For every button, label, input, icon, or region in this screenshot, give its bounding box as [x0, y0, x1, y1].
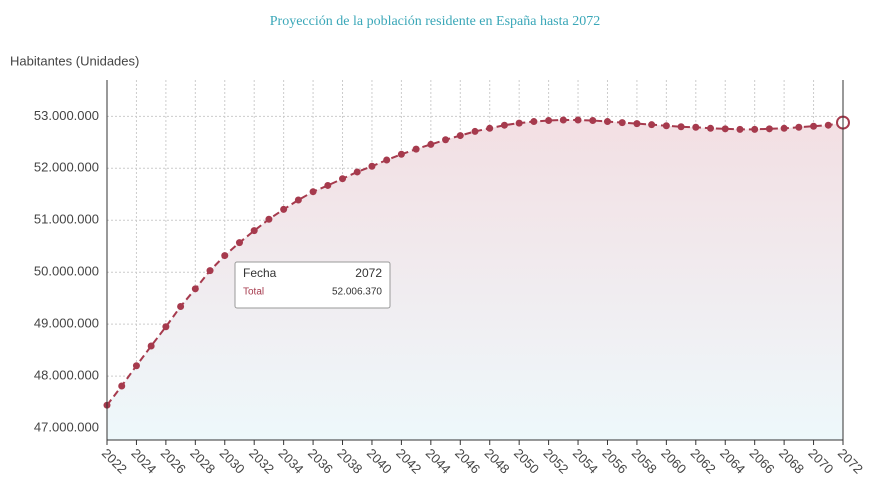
- point: [736, 125, 744, 133]
- point: [618, 119, 626, 127]
- point: [339, 175, 347, 183]
- point: [221, 252, 229, 260]
- x-tick-label: 2032: [246, 446, 277, 477]
- point: [309, 188, 317, 196]
- point: [177, 302, 185, 310]
- x-tick-label: 2046: [452, 446, 483, 477]
- point: [132, 362, 140, 370]
- point: [442, 136, 450, 144]
- point: [692, 123, 700, 131]
- tooltip-key: Total: [243, 287, 264, 298]
- point: [383, 156, 391, 164]
- x-tick-label: 2024: [128, 446, 159, 477]
- x-tick-label: 2028: [187, 446, 218, 477]
- point: [456, 132, 464, 140]
- y-tick-label: 52.000.000: [34, 160, 99, 175]
- x-tick-label: 2060: [658, 446, 689, 477]
- point: [147, 342, 155, 350]
- x-tick-label: 2064: [717, 446, 748, 477]
- point: [397, 150, 405, 158]
- point: [648, 121, 656, 129]
- chart-title: Proyección de la población residente en …: [270, 14, 600, 29]
- y-tick-label: 47.000.000: [34, 419, 99, 434]
- x-tick-label: 2062: [688, 446, 719, 477]
- tooltip-value: 52.006.370: [332, 287, 382, 298]
- point: [162, 323, 170, 331]
- point: [324, 181, 332, 189]
- point: [824, 121, 832, 129]
- point: [810, 122, 818, 130]
- point: [780, 124, 788, 132]
- point: [471, 127, 479, 135]
- x-tick-label: 2044: [423, 446, 454, 477]
- x-tick-label: 2052: [540, 446, 571, 477]
- point: [603, 118, 611, 126]
- point: [486, 124, 494, 132]
- point: [721, 125, 729, 133]
- point: [353, 168, 361, 176]
- point: [250, 227, 258, 235]
- point: [280, 205, 288, 213]
- x-tick-label: 2036: [305, 446, 336, 477]
- x-tick-label: 2048: [482, 446, 513, 477]
- y-tick-label: 48.000.000: [34, 368, 99, 383]
- line: [106, 119, 844, 406]
- point: [545, 117, 553, 125]
- tooltip-box: [234, 261, 391, 309]
- area: [107, 120, 843, 440]
- point: [795, 123, 803, 131]
- x-tick-label: 2034: [276, 446, 307, 477]
- y-tick-label: 49.000.000: [34, 316, 99, 331]
- point: [368, 162, 376, 170]
- point: [530, 118, 538, 126]
- point: [559, 116, 567, 124]
- x-tick-label: 2054: [570, 446, 601, 477]
- tooltip: Fecha 2072 Total 52.006.370: [234, 261, 391, 309]
- point: [191, 285, 199, 293]
- point: [765, 125, 773, 133]
- point: [206, 267, 214, 275]
- point: [500, 121, 508, 129]
- point: [515, 119, 523, 127]
- point: [751, 125, 759, 133]
- x-tick-label: 2050: [511, 446, 542, 477]
- x-tick-label: 2058: [629, 446, 660, 477]
- x-tick-label: 2026: [158, 446, 189, 477]
- point: [412, 145, 420, 153]
- y-tick-label: 51.000.000: [34, 212, 99, 227]
- point: [118, 382, 126, 390]
- point: [574, 116, 582, 124]
- x-tick-label: 2038: [334, 446, 365, 477]
- point: [677, 123, 685, 131]
- point: [294, 196, 302, 204]
- point: [633, 120, 641, 128]
- point: [662, 122, 670, 130]
- point: [589, 117, 597, 125]
- y-tick-label: 50.000.000: [34, 264, 99, 279]
- x-tick-label: 2068: [776, 446, 807, 477]
- tooltip-value: 2072: [355, 266, 382, 280]
- point: [427, 140, 435, 148]
- x-tick-label: 2072: [835, 446, 866, 477]
- point: [235, 239, 243, 247]
- point: [265, 215, 273, 223]
- x-tick-label: 2022: [99, 446, 130, 477]
- point: [707, 124, 715, 132]
- tooltip-key: Fecha: [243, 266, 277, 280]
- x-tick-label: 2066: [747, 446, 778, 477]
- y-axis-label: Habitantes (Unidades): [10, 53, 139, 68]
- x-tick-label: 2030: [217, 446, 248, 477]
- x-tick-label: 2040: [364, 446, 395, 477]
- x-tick-label: 2042: [393, 446, 424, 477]
- y-tick-label: 53.000.000: [34, 108, 99, 123]
- x-tick-label: 2056: [599, 446, 630, 477]
- x-tick-label: 2070: [805, 446, 836, 477]
